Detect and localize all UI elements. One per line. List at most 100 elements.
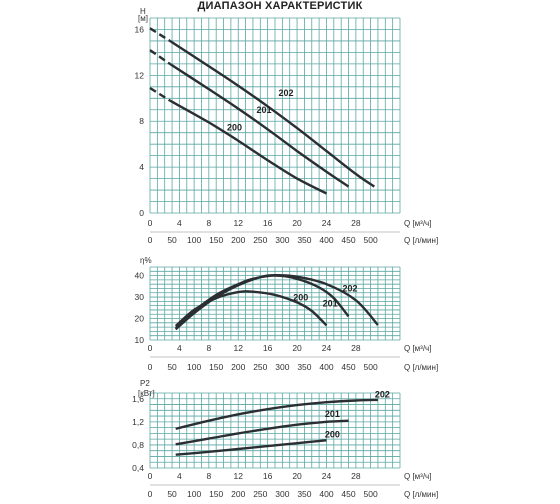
x-tick-label: 12 bbox=[234, 218, 244, 228]
x2-tick-label: 400 bbox=[319, 235, 333, 245]
x-tick-label: 28 bbox=[351, 218, 361, 228]
x2-tick-label: 400 bbox=[319, 489, 333, 499]
x-tick-label: 0 bbox=[148, 471, 153, 481]
curve-200 bbox=[175, 439, 327, 456]
x-tick-label: 24 bbox=[322, 343, 332, 353]
x2-tick-label: 0 bbox=[148, 489, 153, 499]
y-axis-label: η% bbox=[140, 256, 152, 265]
x2-tick-label: 300 bbox=[275, 235, 289, 245]
x-tick-label: 8 bbox=[206, 471, 211, 481]
x2-tick-label: 400 bbox=[319, 362, 333, 372]
x2-tick-label: 0 bbox=[148, 362, 153, 372]
y-tick-label: 20 bbox=[135, 314, 145, 324]
y-tick-label: 10 bbox=[135, 335, 145, 345]
x2-tick-label: 450 bbox=[341, 362, 355, 372]
x2-tick-label: 150 bbox=[209, 235, 223, 245]
x-tick-label: 0 bbox=[148, 343, 153, 353]
x2-tick-label: 50 bbox=[167, 235, 177, 245]
curve-label-200: 200 bbox=[293, 292, 308, 302]
x2-tick-label: 100 bbox=[187, 489, 201, 499]
x2-tick-label: 100 bbox=[187, 362, 201, 372]
curve-label-202: 202 bbox=[342, 284, 357, 294]
y-tick-label: 0,4 bbox=[132, 463, 144, 473]
x-tick-label: 20 bbox=[292, 218, 302, 228]
y-tick-label: 30 bbox=[135, 292, 145, 302]
curve-200 bbox=[169, 99, 328, 195]
x-axis-label: Q [м³/ч] bbox=[404, 344, 431, 353]
curve-201 bbox=[175, 419, 349, 446]
x2-tick-label: 300 bbox=[275, 362, 289, 372]
y-tick-label: 0,8 bbox=[132, 440, 144, 450]
x2-tick-label: 250 bbox=[253, 235, 267, 245]
chart-panel-0 bbox=[149, 17, 401, 233]
x-tick-label: 8 bbox=[206, 343, 211, 353]
curve-200-extrapolated bbox=[149, 86, 171, 102]
y-tick-label: 40 bbox=[135, 271, 145, 281]
x-tick-label: 16 bbox=[263, 343, 273, 353]
y-tick-label: 8 bbox=[139, 116, 144, 126]
x2-tick-label: 450 bbox=[341, 489, 355, 499]
x2-tick-label: 500 bbox=[363, 362, 377, 372]
x-tick-label: 0 bbox=[148, 218, 153, 228]
x-tick-label: 24 bbox=[322, 471, 332, 481]
x-tick-label: 16 bbox=[263, 471, 273, 481]
x2-tick-label: 500 bbox=[363, 235, 377, 245]
x2-tick-label: 350 bbox=[297, 362, 311, 372]
y-axis-label: H bbox=[140, 7, 146, 16]
curve-label-201: 201 bbox=[323, 299, 338, 309]
x-tick-label: 12 bbox=[234, 471, 244, 481]
chart-panel-2 bbox=[149, 392, 401, 486]
x2-axis-label: Q [л/мин] bbox=[404, 236, 438, 245]
x-tick-label: 12 bbox=[234, 343, 244, 353]
x-tick-label: 4 bbox=[177, 218, 182, 228]
x-tick-label: 16 bbox=[263, 218, 273, 228]
curve-202 bbox=[169, 39, 375, 188]
y-tick-label: 4 bbox=[139, 162, 144, 172]
x2-tick-label: 450 bbox=[341, 235, 355, 245]
x2-tick-label: 200 bbox=[231, 362, 245, 372]
x2-tick-label: 350 bbox=[297, 235, 311, 245]
x-tick-label: 20 bbox=[292, 471, 302, 481]
x-tick-label: 24 bbox=[322, 218, 332, 228]
y-tick-label: 12 bbox=[135, 70, 145, 80]
x2-tick-label: 100 bbox=[187, 235, 201, 245]
x-axis-label: Q [м³/ч] bbox=[404, 472, 431, 481]
curve-202 bbox=[174, 273, 379, 331]
curve-202 bbox=[175, 398, 378, 430]
x2-tick-label: 350 bbox=[297, 489, 311, 499]
x2-axis-label: Q [л/мин] bbox=[404, 490, 438, 499]
chart-panel-1 bbox=[149, 266, 401, 358]
y-tick-label: 1,2 bbox=[132, 417, 144, 427]
x2-tick-label: 300 bbox=[275, 489, 289, 499]
y-tick-label: 1,6 bbox=[132, 394, 144, 404]
x2-tick-label: 150 bbox=[209, 362, 223, 372]
y-axis-label: P2 bbox=[140, 379, 150, 388]
curve-label-200: 200 bbox=[325, 429, 340, 439]
curve-label-201: 201 bbox=[256, 105, 271, 115]
y-tick-label: 0 bbox=[139, 208, 144, 218]
curve-label-202: 202 bbox=[375, 390, 390, 400]
y-axis-unit: [кВт] bbox=[138, 389, 155, 398]
page-title: ДИАПАЗОН ХАРАКТЕРИСТИК bbox=[197, 0, 363, 12]
curve-label-201: 201 bbox=[325, 409, 340, 419]
curve-202-extrapolated bbox=[149, 27, 171, 42]
x2-tick-label: 50 bbox=[167, 362, 177, 372]
x-tick-label: 20 bbox=[292, 343, 302, 353]
x2-tick-label: 50 bbox=[167, 489, 177, 499]
y-tick-label: 16 bbox=[135, 24, 145, 34]
y-axis-unit: [м] bbox=[138, 14, 148, 23]
x-tick-label: 8 bbox=[206, 218, 211, 228]
x-tick-label: 28 bbox=[351, 471, 361, 481]
curve-201-extrapolated bbox=[149, 49, 171, 65]
x2-tick-label: 200 bbox=[231, 489, 245, 499]
x-tick-label: 4 bbox=[177, 471, 182, 481]
x-tick-label: 4 bbox=[177, 343, 182, 353]
x2-tick-label: 250 bbox=[253, 489, 267, 499]
curve-label-202: 202 bbox=[279, 88, 294, 98]
x2-axis-label: Q [л/мин] bbox=[404, 363, 438, 372]
curve-label-200: 200 bbox=[227, 122, 242, 132]
x-tick-label: 28 bbox=[351, 343, 361, 353]
x2-tick-label: 0 bbox=[148, 235, 153, 245]
